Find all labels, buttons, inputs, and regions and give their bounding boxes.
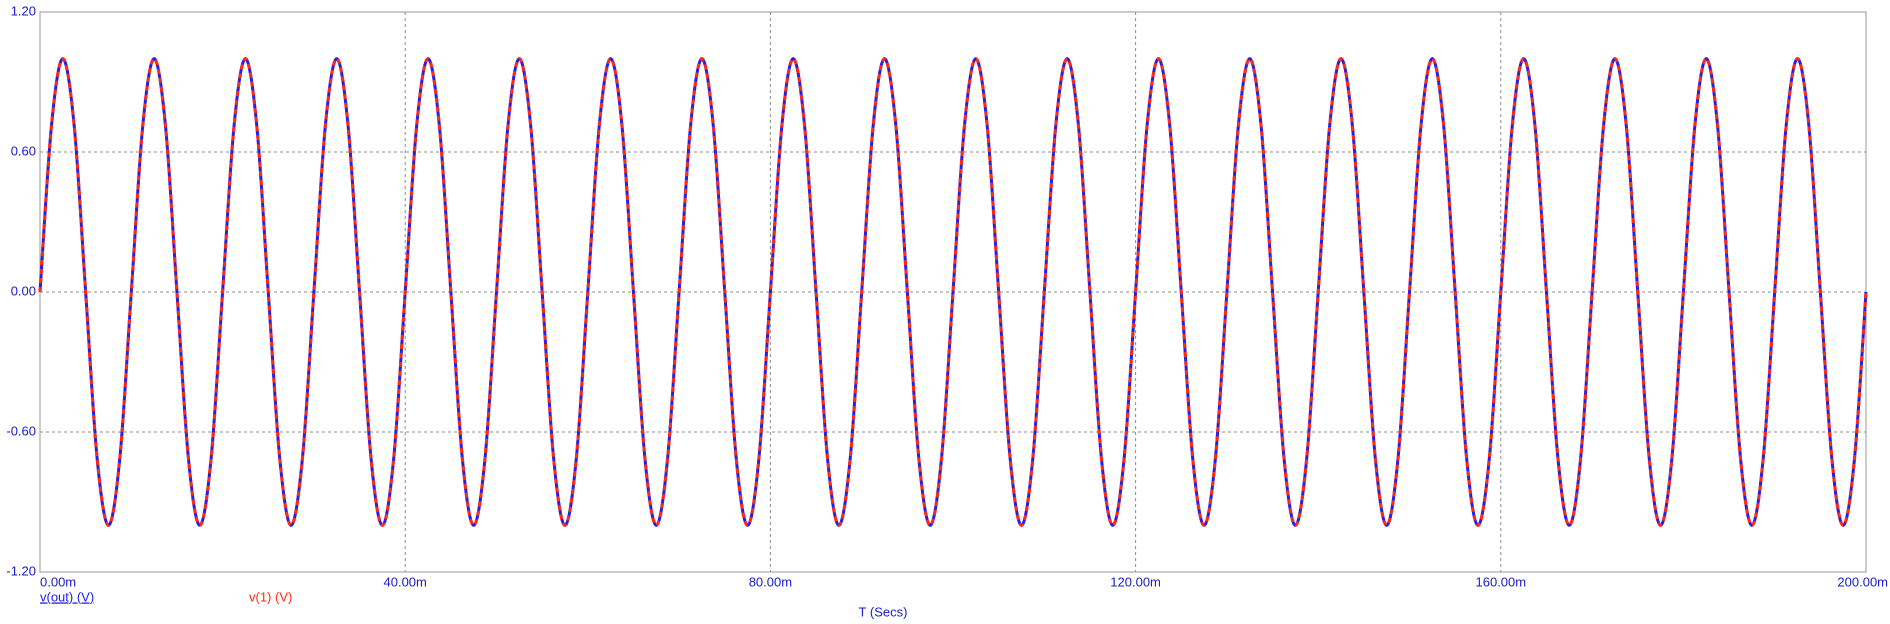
legend-entry: v(out) (V) [40, 589, 94, 604]
x-tick-label: 40.00m [384, 574, 427, 589]
y-tick-label: -0.60 [6, 423, 36, 438]
x-tick-label: 80.00m [749, 574, 792, 589]
y-tick-label: -1.20 [6, 563, 36, 578]
legend-entry: v(1) (V) [249, 589, 292, 604]
y-tick-label: 1.20 [11, 3, 36, 18]
x-tick-label: 0.00m [40, 574, 76, 589]
y-tick-label: 0.00 [11, 283, 36, 298]
x-axis-label: T (Secs) [859, 604, 908, 619]
x-tick-label: 160.00m [1476, 574, 1527, 589]
x-tick-label: 200.00m [1837, 574, 1888, 589]
x-tick-label: 120.00m [1110, 574, 1161, 589]
y-tick-label: 0.60 [11, 143, 36, 158]
series-line [38, 57, 1868, 527]
